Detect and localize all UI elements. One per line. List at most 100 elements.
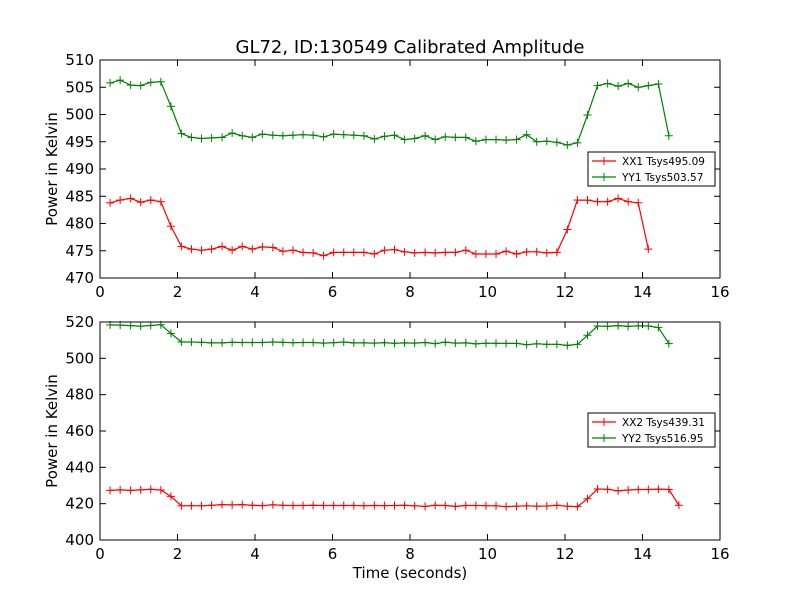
data-point-xx2 [370, 501, 379, 510]
y-tick-label: 480 [65, 386, 94, 404]
data-point-xx2 [461, 501, 470, 510]
data-point-xx2 [126, 486, 135, 495]
data-point-yy1 [106, 78, 115, 87]
x-tick-label: 8 [405, 283, 415, 301]
data-point-yy1 [126, 81, 135, 90]
data-point-yy2 [390, 339, 399, 348]
data-point-yy2 [481, 339, 490, 348]
data-point-xx2 [492, 501, 501, 510]
data-point-xx2 [441, 501, 450, 510]
legend-entry-xx2: XX2 Tsys439.31 [592, 417, 705, 429]
bottom-y-axis-label: Power in Kelvin [43, 374, 61, 488]
data-point-xx1 [421, 248, 430, 257]
bottom-x-ticks: 0 2 4 6 8 10 12 14 16 [95, 322, 730, 563]
data-point-xx2 [603, 485, 612, 494]
data-point-xx2 [116, 485, 125, 494]
y-tick-label: 500 [65, 349, 94, 367]
x-tick-label: 12 [555, 545, 574, 563]
data-point-yy1 [339, 130, 348, 139]
data-point-xx2 [197, 501, 206, 510]
data-point-xx1 [471, 250, 480, 259]
data-point-xx2 [299, 501, 308, 510]
data-point-yy1 [410, 134, 419, 143]
data-point-yy2 [380, 338, 389, 347]
data-point-yy2 [512, 339, 521, 348]
bottom-legend-box [587, 412, 716, 448]
data-point-xx1 [492, 250, 501, 259]
data-point-yy2 [359, 338, 368, 347]
data-point-yy2 [654, 323, 663, 332]
data-point-xx1 [512, 250, 521, 259]
data-point-yy2 [288, 338, 297, 347]
y-tick-label: 440 [65, 458, 94, 476]
data-point-yy1 [278, 131, 287, 140]
data-point-xx1 [624, 197, 633, 206]
data-point-yy1 [380, 132, 389, 141]
data-point-xx1 [156, 197, 165, 206]
data-point-xx2 [238, 500, 247, 509]
data-point-xx2 [573, 502, 582, 511]
data-point-yy2 [471, 339, 480, 348]
data-point-xx2 [552, 501, 561, 510]
data-point-xx2 [502, 502, 511, 511]
x-tick-label: 16 [710, 545, 729, 563]
data-point-yy2 [349, 338, 358, 347]
data-point-yy2 [552, 340, 561, 349]
data-point-xx1 [197, 246, 206, 255]
data-point-xx2 [451, 502, 460, 511]
data-point-yy1 [593, 81, 602, 90]
y-tick-label: 500 [65, 106, 94, 124]
data-point-yy1 [421, 131, 430, 140]
data-point-xx1 [106, 198, 115, 207]
data-point-xx1 [451, 248, 460, 257]
data-point-xx1 [146, 196, 155, 205]
data-point-yy2 [603, 322, 612, 331]
data-point-yy2 [542, 340, 551, 349]
data-point-yy1 [644, 81, 653, 90]
data-point-yy1 [146, 78, 155, 87]
data-point-yy2 [461, 338, 470, 347]
x-axis-label: Time (seconds) [352, 564, 468, 582]
data-point-yy1 [583, 111, 592, 120]
data-point-yy1 [603, 79, 612, 88]
data-point-xx1 [339, 248, 348, 257]
data-point-yy1 [319, 132, 328, 141]
data-point-xx2 [218, 500, 227, 509]
legend-swatch-xx1 [592, 157, 616, 165]
x-tick-label: 0 [95, 545, 105, 563]
data-point-xx2 [258, 501, 267, 510]
y-tick-label: 475 [65, 242, 94, 260]
data-point-xx1 [573, 196, 582, 205]
data-point-yy2 [502, 339, 511, 348]
data-point-yy1 [218, 133, 227, 142]
data-point-yy2 [268, 337, 277, 346]
data-point-yy1 [522, 130, 531, 139]
data-point-xx1 [299, 248, 308, 257]
data-point-yy2 [421, 338, 430, 347]
data-point-yy1 [116, 76, 125, 85]
data-point-xx1 [542, 248, 551, 257]
data-point-xx1 [441, 248, 450, 257]
data-point-yy1 [299, 130, 308, 139]
x-tick-label: 14 [633, 283, 652, 301]
data-point-xx2 [156, 486, 165, 495]
data-point-yy1 [207, 133, 216, 142]
data-point-xx2 [532, 502, 541, 511]
data-point-xx1 [187, 245, 196, 254]
data-point-xx2 [319, 501, 328, 510]
data-point-xx2 [512, 502, 521, 511]
data-point-xx2 [349, 501, 358, 510]
data-point-yy2 [370, 339, 379, 348]
data-point-xx1 [522, 247, 531, 256]
top-legend-box [587, 151, 716, 187]
data-point-xx1 [288, 246, 297, 255]
data-point-xx1 [248, 245, 257, 254]
data-point-xx1 [380, 246, 389, 255]
data-point-xx2 [583, 494, 592, 503]
data-point-xx2 [309, 501, 318, 510]
x-tick-label: 4 [250, 283, 260, 301]
data-point-yy2 [492, 339, 501, 348]
data-point-yy2 [451, 339, 460, 348]
data-point-yy2 [187, 337, 196, 346]
data-point-xx2 [563, 502, 572, 511]
